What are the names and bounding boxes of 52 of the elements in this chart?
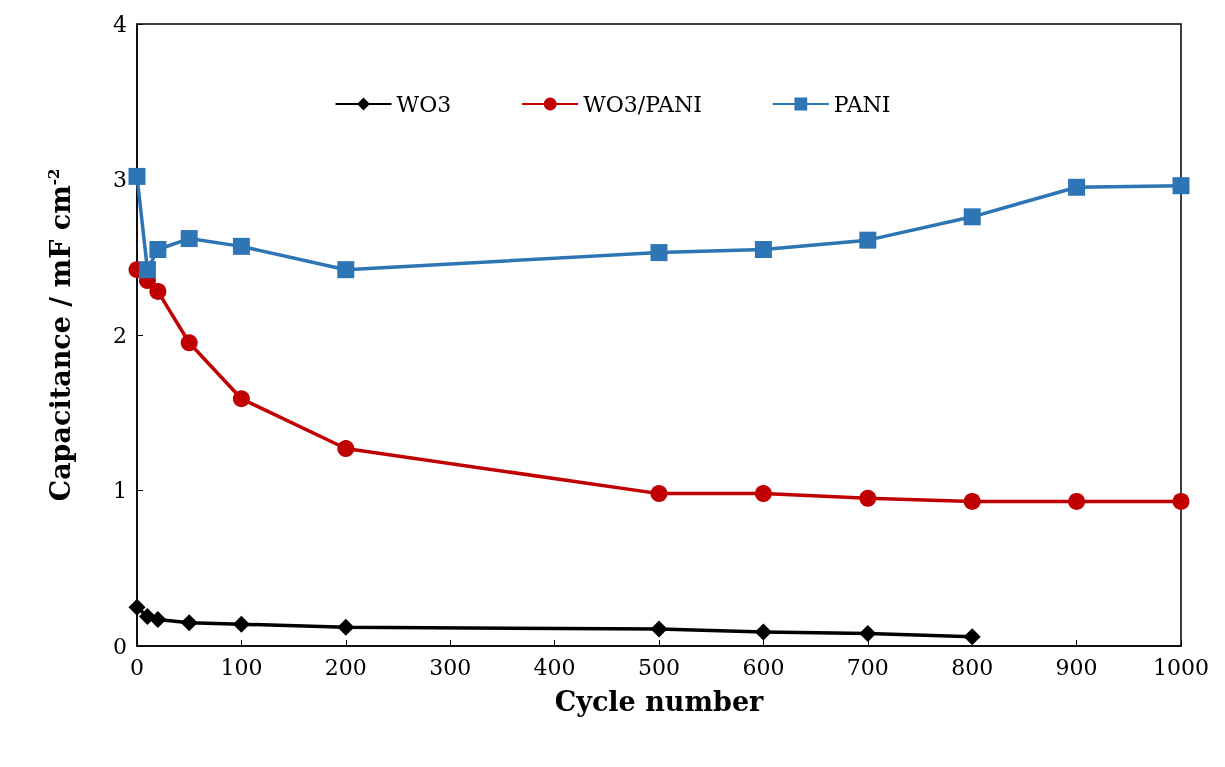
- point: [1172, 492, 1190, 510]
- legend-label: WO3: [396, 91, 452, 117]
- point: [859, 489, 877, 507]
- x-tick-label: 200: [324, 654, 367, 680]
- point: [232, 390, 250, 408]
- point: [128, 167, 146, 185]
- point: [859, 231, 877, 249]
- x-tick-label: 400: [533, 654, 576, 680]
- point: [149, 611, 167, 629]
- point: [650, 244, 668, 262]
- x-tick-label: 300: [429, 654, 472, 680]
- x-tick-label: 900: [1055, 654, 1098, 680]
- legend-label: WO3/PANI: [583, 91, 702, 117]
- point: [149, 282, 167, 300]
- point: [337, 618, 355, 636]
- x-tick-label: 1000: [1153, 654, 1209, 680]
- y-tick-label: 3: [113, 167, 127, 192]
- x-tick-label: 0: [130, 654, 144, 680]
- y-tick-label: 4: [113, 11, 127, 37]
- x-tick-label: 800: [951, 654, 994, 680]
- y-tick-label: 0: [113, 633, 127, 659]
- point: [963, 492, 981, 510]
- point: [650, 620, 668, 638]
- point: [963, 628, 981, 646]
- point: [180, 614, 198, 632]
- point: [650, 485, 668, 503]
- point: [859, 625, 877, 643]
- point: [1068, 178, 1086, 196]
- x-tick-label: 100: [220, 654, 263, 680]
- point: [232, 615, 250, 633]
- legend-label: PANI: [833, 91, 891, 117]
- point: [232, 237, 250, 255]
- point: [337, 440, 355, 458]
- point: [963, 208, 981, 226]
- point: [754, 485, 772, 503]
- point: [128, 598, 146, 616]
- x-tick-label: 500: [638, 654, 680, 680]
- y-axis-title: Capacitance / mF cm-2: [44, 168, 76, 502]
- y-tick-label: 2: [113, 322, 127, 348]
- x-tick-label: 700: [846, 654, 889, 680]
- point: [754, 623, 772, 641]
- y-tick-label: 1: [113, 478, 127, 503]
- point: [337, 261, 355, 279]
- point: [1172, 177, 1190, 195]
- point: [138, 261, 156, 279]
- point: [180, 230, 198, 248]
- point: [1068, 492, 1086, 510]
- x-axis-title: Cycle number: [554, 686, 765, 717]
- x-tick-label: 600: [742, 654, 785, 680]
- point: [180, 334, 198, 352]
- point: [149, 240, 167, 258]
- point: [754, 240, 772, 258]
